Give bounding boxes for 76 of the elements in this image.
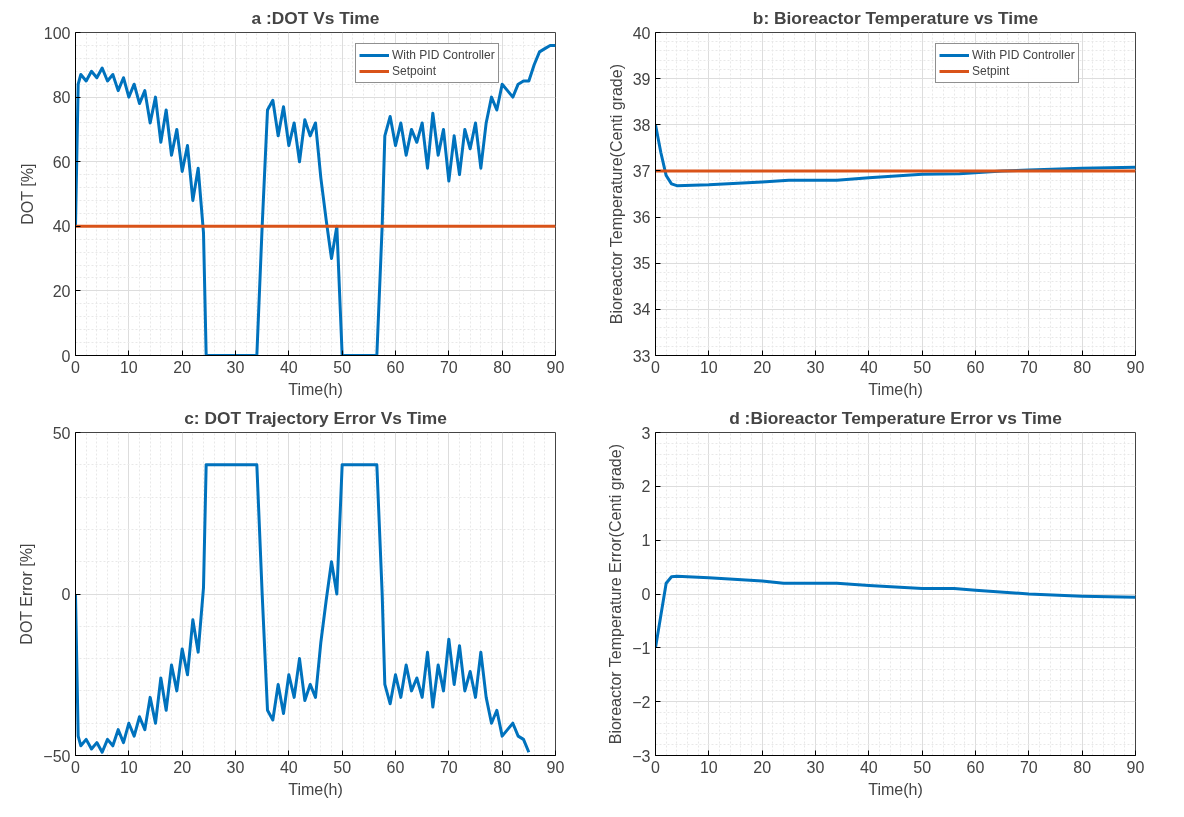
y-axis-title: DOT Error [%] xyxy=(18,543,36,645)
y-tick-label: 35 xyxy=(632,255,651,273)
x-tick-label: 70 xyxy=(1019,358,1038,376)
x-tick-label: 60 xyxy=(966,758,985,776)
chart-title: a :DOT Vs Time xyxy=(251,7,380,28)
y-tick-label: 40 xyxy=(632,24,651,42)
x-tick-label: 30 xyxy=(226,358,245,376)
x-tick-label: 60 xyxy=(966,358,985,376)
y-tick-label: −3 xyxy=(632,747,651,765)
y-tick-label: 80 xyxy=(52,89,71,107)
chart-title: d :Bioreactor Temperature Error vs Time xyxy=(729,407,1063,428)
y-axis-title: Bioreactor Temperature(Centi grade) xyxy=(607,64,625,325)
x-tick-label: 90 xyxy=(1126,358,1145,376)
x-tick-label: 60 xyxy=(386,758,405,776)
y-tick-label: 3 xyxy=(641,424,651,442)
x-tick-label: 30 xyxy=(226,758,245,776)
x-tick-label: 70 xyxy=(1019,758,1038,776)
chart-title: b: Bioreactor Temperature vs Time xyxy=(752,7,1039,28)
x-tick-label: 30 xyxy=(806,758,825,776)
x-tick-label: 90 xyxy=(546,358,565,376)
y-tick-label: 1 xyxy=(641,532,651,550)
x-tick-label: 90 xyxy=(1126,758,1145,776)
x-axis-title: Time(h) xyxy=(868,380,923,398)
chart-title: c: DOT Trajectory Error Vs Time xyxy=(184,407,448,428)
x-tick-label: 20 xyxy=(753,758,772,776)
y-tick-label: −2 xyxy=(632,693,651,711)
x-tick-label: 50 xyxy=(913,758,932,776)
x-tick-label: 70 xyxy=(439,358,458,376)
legend-label: With PID Controller xyxy=(392,47,495,63)
x-tick-label: 50 xyxy=(333,758,352,776)
x-tick-label: 90 xyxy=(546,758,565,776)
y-tick-label: 20 xyxy=(52,282,71,300)
y-tick-label: 100 xyxy=(43,24,71,42)
y-tick-label: 38 xyxy=(632,116,651,134)
x-tick-label: 10 xyxy=(699,358,718,376)
y-tick-label: 60 xyxy=(52,153,71,171)
y-tick-label: −50 xyxy=(43,747,71,765)
y-tick-label: 36 xyxy=(632,209,651,227)
y-tick-label: 34 xyxy=(632,301,651,319)
x-tick-label: 10 xyxy=(699,758,718,776)
x-tick-label: 10 xyxy=(119,758,138,776)
x-tick-label: 80 xyxy=(1073,758,1092,776)
x-tick-label: 20 xyxy=(173,758,192,776)
x-tick-label: 20 xyxy=(753,358,772,376)
y-tick-label: 40 xyxy=(52,218,71,236)
x-tick-label: 80 xyxy=(1073,358,1092,376)
y-tick-label: −1 xyxy=(632,639,651,657)
x-tick-label: 10 xyxy=(119,358,138,376)
x-axis-title: Time(h) xyxy=(868,780,923,798)
y-axis-title: Bioreactor Temperature Error(Centi grade) xyxy=(607,444,625,745)
x-tick-label: 80 xyxy=(493,358,512,376)
y-tick-label: 37 xyxy=(632,162,651,180)
x-tick-label: 80 xyxy=(493,758,512,776)
y-tick-label: 33 xyxy=(632,347,651,365)
y-tick-label: 0 xyxy=(641,586,651,603)
x-tick-label: 50 xyxy=(913,358,932,376)
x-tick-label: 40 xyxy=(859,358,878,376)
x-tick-label: 60 xyxy=(386,358,405,376)
y-tick-label: 0 xyxy=(61,347,71,365)
x-axis-title: Time(h) xyxy=(288,380,343,398)
x-tick-label: 40 xyxy=(859,758,878,776)
x-axis-title: Time(h) xyxy=(288,780,343,798)
x-tick-label: 40 xyxy=(279,358,298,376)
x-tick-label: 30 xyxy=(806,358,825,376)
y-tick-label: 2 xyxy=(641,478,651,496)
y-tick-label: 50 xyxy=(52,424,71,442)
legend-label: With PID Controller xyxy=(972,47,1075,63)
x-tick-label: 40 xyxy=(279,758,298,776)
x-tick-label: 20 xyxy=(173,358,192,376)
x-tick-label: 50 xyxy=(333,358,352,376)
y-axis-title: DOT [%] xyxy=(18,163,36,225)
y-tick-label: 0 xyxy=(61,586,71,603)
legend-label: Setpint xyxy=(972,63,1010,79)
x-tick-label: 70 xyxy=(439,758,458,776)
legend-label: Setpoint xyxy=(392,63,437,79)
y-tick-label: 39 xyxy=(632,70,651,88)
